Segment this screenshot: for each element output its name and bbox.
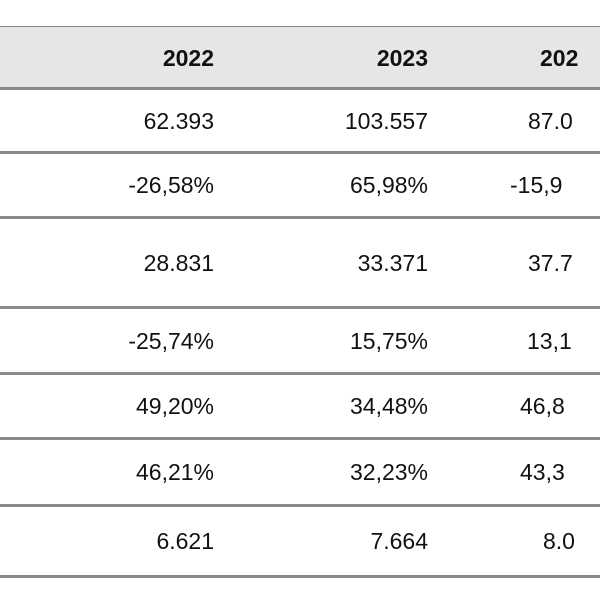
table-cell: 28.831: [143, 249, 214, 276]
table-cell: -15,9: [510, 172, 563, 198]
table-cell: 33.371: [357, 249, 428, 276]
table-cell: 8.0: [543, 528, 575, 554]
row-divider: [0, 306, 600, 309]
table-cell: 34,48%: [349, 393, 428, 419]
table-cell: 103.557: [344, 107, 428, 134]
table-cell: 6.621: [156, 528, 214, 554]
table-cell: 43,3: [520, 459, 565, 485]
row-divider: [0, 26, 600, 27]
row-divider: [0, 504, 600, 507]
table-cell: 13,1: [527, 327, 572, 354]
table-cell: 87.0: [528, 107, 573, 134]
row-divider: [0, 87, 600, 90]
table-cell: 32,23%: [349, 459, 428, 485]
table-cell: 65,98%: [349, 172, 428, 198]
table-cell: -26,58%: [128, 172, 214, 198]
row-divider: [0, 575, 600, 578]
row-divider: [0, 151, 600, 154]
column-header: 2022: [162, 45, 214, 71]
row-divider: [0, 437, 600, 440]
column-header: 2023: [376, 45, 428, 71]
table-cell: 46,8: [520, 393, 565, 419]
column-header: 202: [540, 45, 579, 71]
header-background: [0, 27, 600, 88]
table-cell: 37.7: [528, 249, 573, 276]
table-cell: 49,20%: [135, 393, 214, 419]
row-divider: [0, 216, 600, 219]
row-divider: [0, 372, 600, 375]
table-cell: 15,75%: [349, 327, 428, 354]
table-cell: 62.393: [143, 107, 214, 134]
table-cell: -25,74%: [128, 327, 214, 354]
table-cell: 46,21%: [135, 459, 214, 485]
table-cell: 7.664: [370, 528, 428, 554]
